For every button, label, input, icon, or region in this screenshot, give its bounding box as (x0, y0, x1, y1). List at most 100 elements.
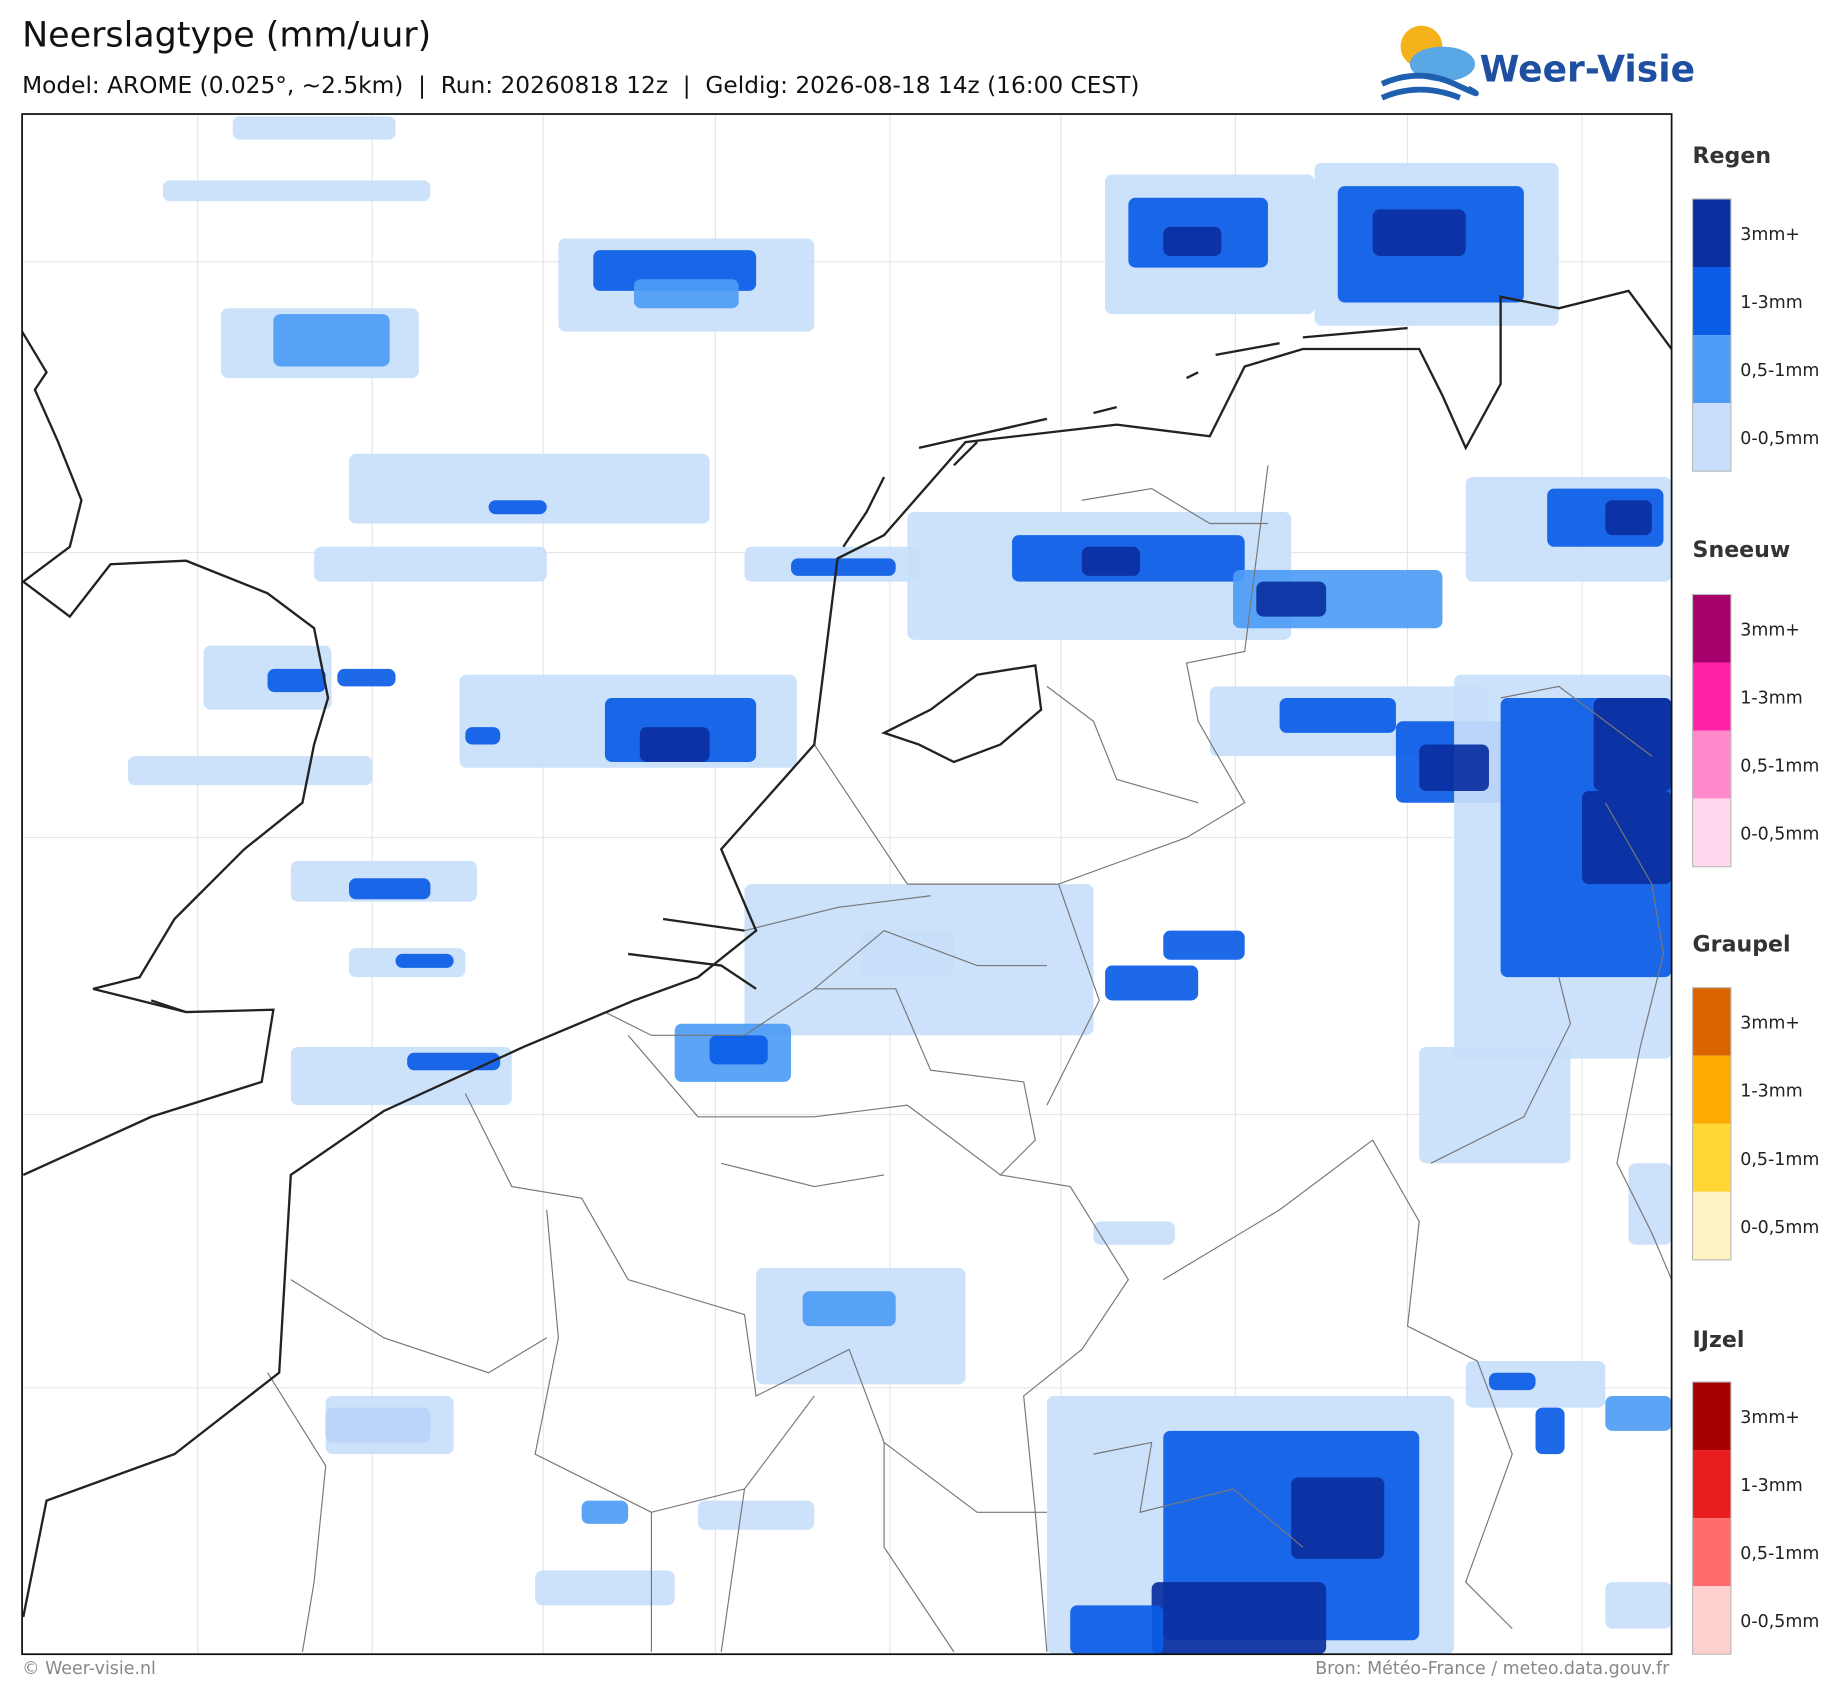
subtitle: Model: AROME (0.025°, ~2.5km) | Run: 202… (22, 72, 1139, 99)
region-borders (267, 488, 1672, 1653)
legend-swatch (1692, 987, 1731, 1056)
precipitation-cell (1093, 1221, 1175, 1245)
legend-swatch (1692, 1382, 1731, 1451)
precipitation-cell (1105, 965, 1199, 1001)
precipitation-cell (709, 1035, 768, 1065)
coastline (22, 330, 83, 583)
precipitation-cell (633, 279, 739, 309)
border (604, 988, 1130, 1652)
precipitation-cell (1070, 1605, 1164, 1655)
legend-frame (1691, 198, 1732, 472)
logo-waves (1380, 72, 1479, 101)
logo-text: Weer-Visie (1480, 48, 1695, 90)
legend-swatch (1692, 1123, 1731, 1192)
precipitation-cell (232, 116, 396, 140)
legend-label: 3mm+ (1740, 1408, 1800, 1428)
legend-label: 0,5-1mm (1740, 361, 1819, 381)
legend-swatch (1692, 1055, 1731, 1124)
border (1046, 465, 1269, 1106)
coastline (22, 559, 330, 1176)
legend-title: Regen (1693, 143, 1772, 169)
legend-title: Graupel (1693, 932, 1791, 958)
precipitation-cell (1593, 698, 1672, 792)
legend-label: 1-3mm (1740, 689, 1802, 709)
legend-label: 1-3mm (1740, 1082, 1802, 1102)
precipitation-cell (465, 727, 501, 745)
legend-label: 3mm+ (1740, 225, 1800, 245)
legend-swatch (1692, 1586, 1731, 1655)
border (464, 1093, 1047, 1513)
legend-swatch (1692, 403, 1731, 472)
precipitation-cell (791, 558, 896, 576)
borders (267, 465, 1672, 1653)
precipitation-cell (1163, 226, 1222, 256)
precipitation-cell (1605, 1395, 1672, 1431)
legend-swatch (1692, 798, 1731, 867)
legend: Regen 3mm+ 1-3mm 0,5-1mm 0-0,5mm Sneeuw 3mm+ 1-… (1691, 143, 1819, 1655)
precipitation-cell (1291, 1477, 1385, 1559)
legend-frame (1691, 1381, 1732, 1655)
islands (842, 326, 1408, 548)
precipitation-cell (395, 953, 454, 968)
precipitation (127, 116, 1672, 1655)
legend-title: IJzel (1693, 1327, 1745, 1353)
legend-swatch (1692, 1191, 1731, 1260)
legend-swatch (1692, 1450, 1731, 1519)
precipitation-cell (860, 930, 954, 978)
precipitation-cell (581, 1500, 629, 1524)
legend-swatch (1692, 730, 1731, 799)
legend-label: 1-3mm (1740, 1476, 1802, 1496)
precipitation-cell (348, 878, 431, 900)
precipitation-cell (1535, 1407, 1565, 1455)
precipitation-cell (314, 546, 547, 582)
legend-label: 0-0,5mm (1740, 429, 1819, 449)
precipitation-cell (348, 453, 710, 524)
lake (881, 664, 1043, 764)
map-area (22, 114, 1672, 1655)
legend-swatch (1692, 594, 1731, 663)
legend-swatch (1692, 267, 1731, 336)
precipitation-cell (1372, 209, 1466, 256)
precipitation-cell (1151, 1582, 1327, 1655)
precipitation-cell (337, 668, 396, 687)
precipitation-cell (1605, 1582, 1672, 1629)
precipitation-cell (273, 314, 390, 367)
legend-label: 3mm+ (1740, 620, 1800, 640)
precipitation-cell (1605, 500, 1652, 536)
precipitation-cell (1628, 1163, 1672, 1245)
precipitation-cell (1279, 698, 1396, 733)
legend-label: 3mm+ (1740, 1014, 1800, 1034)
precipitation-cell (697, 1500, 815, 1530)
precipitation-cell (1488, 1372, 1536, 1391)
precipitation-cell (325, 1395, 454, 1455)
footer-right: Bron: Météo-France / meteo.data.gouv.fr (1315, 1659, 1670, 1679)
legend-label: 0,5-1mm (1740, 1150, 1819, 1170)
precipitation-cell (162, 180, 431, 202)
legend-label: 0,5-1mm (1740, 757, 1819, 777)
logo: Weer-Visie (1380, 25, 1695, 101)
legend-label: 1-3mm (1740, 293, 1802, 313)
logo-cloud (1409, 46, 1476, 82)
precipitation-cell (407, 1052, 501, 1071)
legend-title: Sneeuw (1693, 537, 1791, 563)
precipitation-cell (1582, 791, 1672, 885)
legend-label: 0-0,5mm (1740, 825, 1819, 845)
map-frame (21, 113, 1673, 1656)
precipitation-cell (1256, 581, 1327, 617)
legend-label: 0,5-1mm (1740, 1544, 1819, 1564)
precipitation-cell (1419, 744, 1489, 792)
estuaries (150, 917, 757, 1014)
legend-swatch (1692, 1518, 1731, 1587)
legend-swatch (1692, 335, 1731, 404)
precipitation-cell (1081, 546, 1140, 576)
precipitation-cell (1419, 1046, 1571, 1164)
precipitation-cell (535, 1570, 675, 1606)
footer-left: © Weer-visie.nl (22, 1659, 156, 1679)
coastline (22, 289, 1672, 1618)
title: Neerslagtype (mm/uur) (22, 16, 431, 56)
legend-label: 0-0,5mm (1740, 1612, 1819, 1632)
precipitation-cell (1163, 930, 1245, 960)
legend-swatch (1692, 662, 1731, 731)
